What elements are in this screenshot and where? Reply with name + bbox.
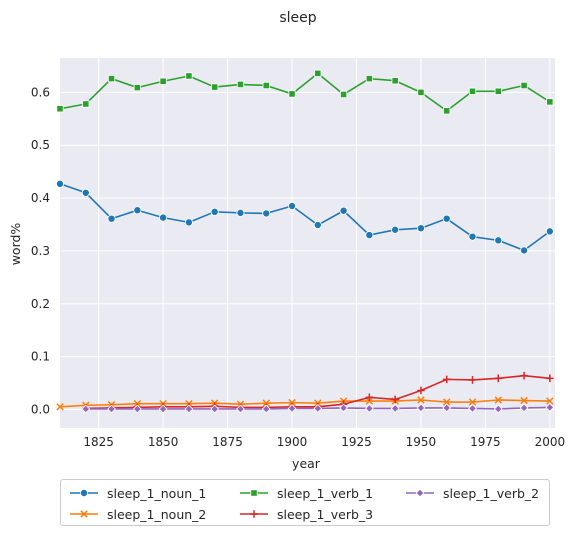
x-tick-label: 1950 <box>406 435 437 449</box>
x-tick-label: 1875 <box>212 435 243 449</box>
data-point <box>108 215 115 222</box>
y-tick-label: 0.6 <box>31 85 50 99</box>
y-tick-label: 0.1 <box>31 350 50 364</box>
data-point <box>366 231 373 238</box>
legend-marker <box>251 490 257 496</box>
data-point <box>160 214 167 221</box>
data-point <box>108 75 114 81</box>
data-point <box>366 75 372 81</box>
legend: sleep_1_noun_1 sleep_1_noun_2 sleep_1_verb… <box>60 479 550 526</box>
data-point <box>314 221 321 228</box>
data-point <box>82 189 89 196</box>
data-point <box>160 78 166 84</box>
legend-swatch <box>69 487 99 499</box>
data-point <box>289 91 295 97</box>
data-point <box>521 82 527 88</box>
y-tick-label: 0.4 <box>31 191 50 205</box>
y-tick-label: 0.0 <box>31 403 50 417</box>
data-point <box>520 247 527 254</box>
x-tick-label: 2000 <box>535 435 566 449</box>
data-point <box>237 81 243 87</box>
legend-item: sleep_1_verb_2 <box>405 484 539 502</box>
data-point <box>469 233 476 240</box>
legend-marker <box>416 489 424 497</box>
data-point <box>185 219 192 226</box>
data-point <box>186 73 192 79</box>
chart-title: sleep <box>279 10 316 26</box>
legend-label: sleep_1_noun_2 <box>107 507 206 522</box>
data-point <box>263 82 269 88</box>
x-tick-label: 1925 <box>341 435 372 449</box>
x-tick-label: 1900 <box>277 435 308 449</box>
legend-item: sleep_1_verb_3 <box>239 505 373 523</box>
legend-swatch <box>69 508 99 520</box>
legend-label: sleep_1_verb_2 <box>443 486 539 501</box>
data-point <box>211 208 218 215</box>
legend-swatch <box>239 508 269 520</box>
data-point <box>443 215 450 222</box>
legend-item: sleep_1_noun_1 <box>69 484 206 502</box>
legend-item: sleep_1_verb_1 <box>239 484 373 502</box>
legend-swatch <box>239 487 269 499</box>
plot-area <box>60 58 555 428</box>
data-point <box>237 209 244 216</box>
legend-label: sleep_1_verb_1 <box>277 486 373 501</box>
legend-label: sleep_1_verb_3 <box>277 507 373 522</box>
data-point <box>56 180 63 187</box>
legend-label: sleep_1_noun_1 <box>107 486 206 501</box>
data-point <box>547 99 553 105</box>
y-tick-label: 0.2 <box>31 297 50 311</box>
data-point <box>57 106 63 112</box>
y-axis-label: word% <box>8 223 23 266</box>
legend-item: sleep_1_noun_2 <box>69 505 206 523</box>
data-point <box>315 70 321 76</box>
data-point <box>134 84 140 90</box>
data-point <box>417 225 424 232</box>
x-tick-label: 1850 <box>148 435 179 449</box>
data-point <box>495 237 502 244</box>
y-tick-label: 0.3 <box>31 244 50 258</box>
data-point <box>546 228 553 235</box>
data-point <box>418 89 424 95</box>
data-point <box>134 207 141 214</box>
data-point <box>263 210 270 217</box>
legend-marker <box>250 510 258 518</box>
legend-swatch <box>405 487 435 499</box>
data-point <box>83 101 89 107</box>
legend-marker <box>80 489 87 496</box>
data-point <box>444 108 450 114</box>
data-point <box>211 84 217 90</box>
data-point <box>392 226 399 233</box>
x-axis-label: year <box>292 456 321 471</box>
y-tick-label: 0.5 <box>31 138 50 152</box>
data-point <box>288 202 295 209</box>
data-point <box>469 88 475 94</box>
x-tick-label: 1825 <box>83 435 114 449</box>
data-point <box>340 91 346 97</box>
x-tick-label: 1975 <box>470 435 501 449</box>
data-point <box>340 207 347 214</box>
data-point <box>495 88 501 94</box>
data-point <box>392 78 398 84</box>
